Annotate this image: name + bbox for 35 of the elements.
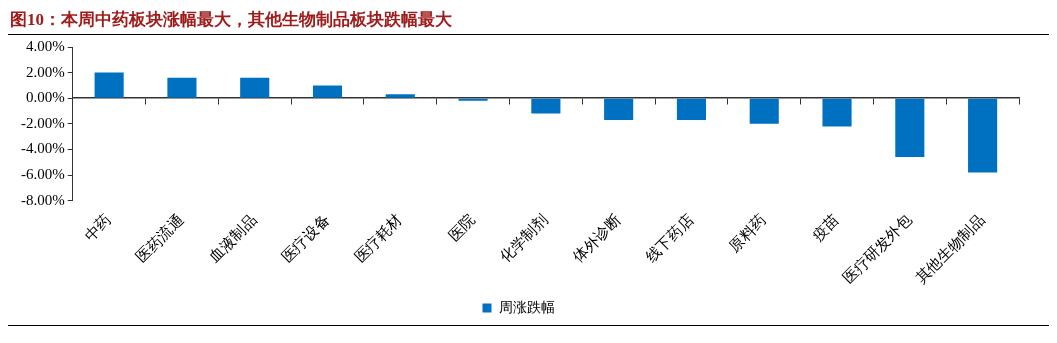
x-tick-label: 医疗耗材 xyxy=(351,211,406,266)
x-tick-label: 线下药店 xyxy=(642,211,697,266)
bar xyxy=(604,98,634,120)
x-tick-label: 化学制剂 xyxy=(497,211,551,266)
x-tick-label: 中药 xyxy=(81,211,115,245)
y-tick-label: -4.00% xyxy=(20,140,65,157)
bar xyxy=(968,98,998,173)
y-tick-label: 0.00% xyxy=(25,89,65,106)
bar xyxy=(822,98,852,127)
bar xyxy=(458,98,488,101)
x-tick-label: 体外诊断 xyxy=(569,211,624,266)
x-tick-label: 原料药 xyxy=(726,211,770,255)
bar xyxy=(94,72,124,98)
bar xyxy=(531,98,561,114)
y-tick-label: -2.00% xyxy=(20,114,65,131)
bar xyxy=(676,98,707,120)
y-tick-label: -6.00% xyxy=(20,165,65,182)
x-tick-label: 医疗研发外包 xyxy=(839,211,915,287)
bar xyxy=(749,98,779,124)
x-tick-label: 疫苗 xyxy=(809,211,842,245)
bar xyxy=(895,98,925,158)
x-tick-label: 血液制品 xyxy=(205,211,260,266)
x-tick-label: 其他生物制品 xyxy=(912,211,988,287)
y-tick-label: -8.00% xyxy=(20,191,65,208)
x-tick-label: 医疗设备 xyxy=(278,211,333,266)
bar xyxy=(167,77,197,98)
y-tick-label: 4.00% xyxy=(25,37,65,54)
bar xyxy=(385,94,415,98)
x-tick-label: 医药流通 xyxy=(133,211,187,266)
bar xyxy=(240,77,270,98)
x-tick-label: 医院 xyxy=(445,211,478,245)
bar xyxy=(312,85,343,98)
y-tick-label: 2.00% xyxy=(25,63,65,80)
chart-title: 图10：本周中药板块涨幅最大，其他生物制品板块跌幅最大 xyxy=(8,8,1049,35)
legend-label: 周涨跌幅 xyxy=(498,299,555,315)
